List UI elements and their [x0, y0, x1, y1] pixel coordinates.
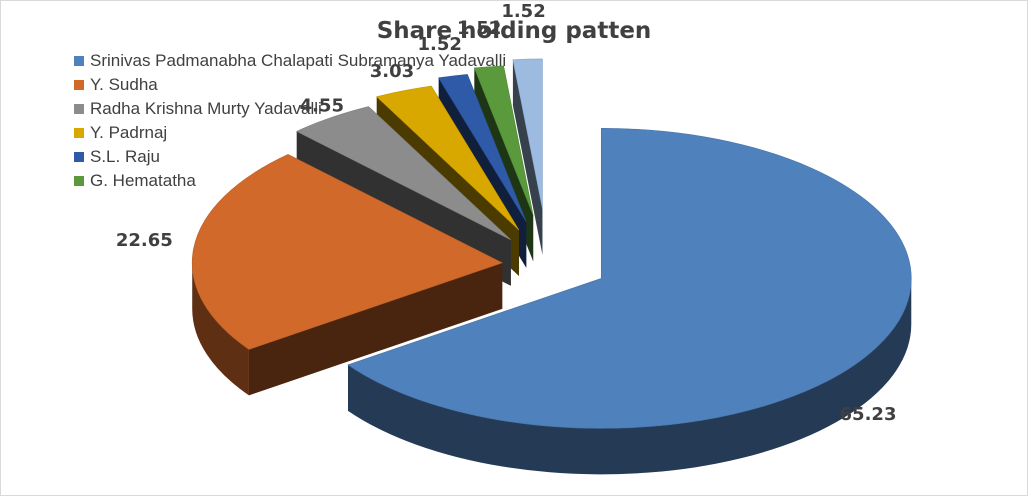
- pie-data-label: 4.55: [300, 96, 344, 117]
- legend-swatch: [74, 80, 84, 90]
- pie-data-label: 3.03: [370, 61, 414, 82]
- pie-slice: [191, 154, 503, 350]
- pie-slice: [376, 85, 520, 231]
- pie-slice-side: [348, 278, 912, 475]
- pie-slice: [295, 106, 512, 241]
- pie-slice: [347, 128, 912, 429]
- legend-label: Y. Padrnaj: [90, 123, 168, 142]
- legend-item: Radha Krishna Murty Yadavalli: [74, 97, 506, 121]
- pie-data-label: 1.52: [418, 34, 462, 55]
- legend-item: S.L. Raju: [74, 145, 506, 169]
- pie-data-label: 1.52: [457, 18, 501, 39]
- pie-slice: [512, 58, 543, 209]
- pie-data-label: 65.23: [840, 404, 897, 425]
- pie-slice-side: [192, 262, 249, 396]
- legend-swatch: [74, 104, 84, 114]
- legend: Srinivas Padmanabha Chalapati Subramanya…: [74, 49, 506, 193]
- legend-item: Srinivas Padmanabha Chalapati Subramanya…: [74, 49, 506, 73]
- legend-label: Srinivas Padmanabha Chalapati Subramanya…: [90, 51, 507, 70]
- legend-swatch: [74, 152, 84, 162]
- pie-data-label: 22.65: [116, 230, 173, 251]
- legend-swatch: [74, 56, 84, 66]
- legend-swatch: [74, 128, 84, 138]
- legend-label: Y. Sudha: [90, 75, 158, 94]
- legend-label: Radha Krishna Murty Yadavalli: [90, 99, 322, 118]
- legend-item: Y. Padrnaj: [74, 121, 506, 145]
- legend-label: S.L. Raju: [90, 147, 160, 166]
- pie-data-label: 1.52: [501, 1, 545, 22]
- legend-item: Y. Sudha: [74, 73, 506, 97]
- pie-slice-wall: [512, 59, 543, 255]
- legend-label: G. Hematatha: [90, 171, 196, 190]
- legend-swatch: [74, 176, 84, 186]
- pie-slice: [438, 74, 527, 222]
- pie-slice-wall: [248, 262, 503, 396]
- chart-title: Share holding patten: [376, 18, 652, 44]
- pie-slice: [473, 65, 534, 216]
- legend-item: G. Hematatha: [74, 169, 506, 193]
